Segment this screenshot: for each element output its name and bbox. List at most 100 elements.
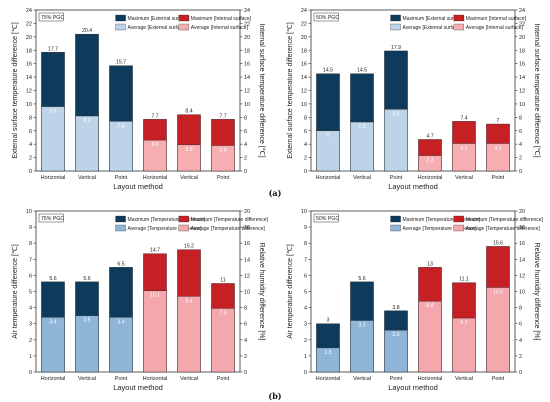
x-tick-label: Vertical: [78, 175, 96, 181]
bar-maximum-label: 14.5: [357, 68, 367, 74]
legend-label: Maximum [External surface]: [128, 16, 191, 22]
y2-tick-label: 4: [244, 142, 247, 148]
bar-average-label: 6.7: [460, 320, 467, 326]
y2-tick-label: 10: [519, 102, 525, 108]
bar-maximum-label: 7: [497, 118, 500, 124]
y-tick-label: 20: [301, 35, 307, 41]
legend-swatch: [178, 224, 189, 232]
y-tick-label: 0: [304, 169, 307, 175]
y2-tick-label: 16: [519, 241, 525, 247]
bar-average-label: 9.6: [49, 109, 56, 115]
bar-average-label: 7.3: [358, 124, 365, 130]
y-tick-label: 6: [29, 129, 32, 135]
pgc-tag: 50% PGC: [316, 216, 339, 222]
legend-label: Maximum [Internal surface]: [191, 16, 252, 22]
y2-tick-label: 24: [519, 8, 525, 14]
y-tick-label: 8: [304, 241, 307, 247]
x-tick-label: Vertical: [353, 376, 371, 382]
bar-maximum-label: 7.7: [151, 113, 158, 119]
y-tick-label: 5: [29, 290, 32, 296]
x-axis-title: Layout method: [113, 383, 163, 392]
bar-maximum-label: 15.7: [116, 60, 126, 66]
y-tick-label: 4: [29, 142, 32, 148]
legend-swatch: [453, 14, 464, 22]
bar-average-label: 3.8: [219, 148, 226, 154]
legend-label: Maximum [Temperature difference]: [466, 217, 544, 223]
x-tick-label: Horizontal: [143, 376, 168, 382]
bar-average: [143, 139, 167, 172]
y2-tick-label: 8: [244, 306, 247, 312]
bar-average-label: 3.9: [185, 147, 192, 153]
caption-b: (b): [268, 391, 281, 401]
bar-average: [350, 320, 374, 373]
bar-average-label: 1.5: [324, 350, 331, 356]
y2-tick-label: 0: [244, 169, 247, 175]
bar-average-label: 10.1: [150, 293, 160, 299]
bar-average-label: 4.1: [494, 145, 501, 151]
y2-tick-label: 20: [244, 35, 250, 41]
pgc-tag-box: [38, 213, 64, 223]
y2-tick-label: 16: [244, 62, 250, 68]
y-tick-label: 18: [26, 48, 32, 54]
y2-axis-title: Relative humidity difference [%]: [533, 243, 540, 341]
y2-tick-label: 6: [519, 322, 522, 328]
x-tick-label: Vertical: [78, 376, 96, 382]
y2-tick-label: 24: [244, 8, 250, 14]
y2-tick-label: 2: [244, 156, 247, 162]
y-tick-label: 24: [301, 8, 307, 14]
y2-tick-label: 12: [519, 273, 525, 279]
x-axis-title: Layout method: [388, 182, 438, 191]
y-tick-label: 9: [29, 225, 32, 231]
pgc-tag: 50% PGC: [316, 15, 339, 21]
bar-maximum-label: 11: [220, 277, 225, 283]
y-tick-label: 2: [29, 156, 32, 162]
bar-maximum-label: 5.6: [49, 276, 56, 282]
y-tick-label: 20: [26, 35, 32, 41]
y2-tick-label: 18: [244, 48, 250, 54]
bar-average: [418, 155, 442, 172]
y-tick-label: 12: [26, 89, 32, 95]
y-tick-label: 3: [29, 322, 32, 328]
y-tick-label: 22: [301, 21, 307, 27]
y2-tick-label: 6: [244, 129, 247, 135]
bar-maximum-label: 17.9: [391, 45, 401, 51]
x-tick-label: Point: [492, 175, 505, 181]
x-tick-label: Point: [217, 376, 230, 382]
bar-average: [177, 296, 201, 373]
x-tick-label: Vertical: [455, 376, 473, 382]
bar-maximum-label: 5.6: [358, 276, 365, 282]
y-tick-label: 2: [29, 338, 32, 344]
y-tick-label: 16: [26, 62, 32, 68]
bar-average-label: 4.6: [151, 142, 158, 148]
y-tick-label: 5: [304, 290, 307, 296]
bar-average: [109, 317, 133, 373]
x-tick-label: Horizontal: [41, 175, 66, 181]
legend-label: Average [Internal surface]: [191, 25, 249, 31]
x-tick-label: Point: [390, 175, 403, 181]
y2-tick-label: 4: [244, 338, 247, 344]
y-axis-title: Air temperature difference [℃]: [287, 244, 294, 339]
x-tick-label: Horizontal: [418, 175, 443, 181]
x-tick-label: Point: [217, 175, 230, 181]
legend-label: Average [Temperature difference]: [466, 226, 541, 232]
y2-tick-label: 14: [519, 75, 525, 81]
bar-maximum-label: 15.6: [493, 240, 503, 246]
pgc-tag-box: [38, 12, 64, 22]
y-tick-label: 8: [29, 241, 32, 247]
legend-swatch: [178, 215, 189, 223]
y-tick-label: 6: [304, 129, 307, 135]
bar-maximum-label: 14.5: [323, 68, 333, 74]
legend-swatch: [453, 215, 464, 223]
y2-tick-label: 6: [519, 129, 522, 135]
y-tick-label: 18: [301, 48, 307, 54]
chart-panel-1: 0246810121416182022240246810121416182022…: [12, 8, 265, 191]
bar-average: [384, 109, 408, 172]
bar-maximum-label: 4.7: [426, 133, 433, 139]
x-axis-title: Layout method: [113, 182, 163, 191]
bar-maximum-label: 7.7: [219, 113, 226, 119]
bar-average: [486, 287, 510, 373]
plot-frame: [35, 210, 241, 373]
pgc-tag: 75% PGC: [41, 216, 64, 222]
bar-maximum-label: 6.5: [117, 261, 124, 267]
bar-average-label: 10.5: [493, 289, 503, 295]
